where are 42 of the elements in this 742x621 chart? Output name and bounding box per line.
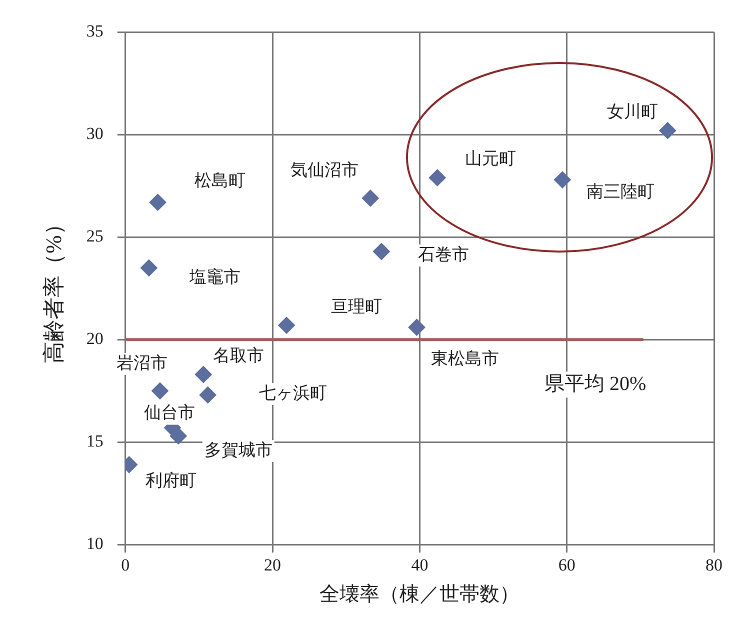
x-tick-label: 80	[706, 555, 722, 574]
point	[659, 122, 676, 140]
y-axis-title: 高齢者率（%）	[40, 213, 66, 364]
y-tick-label: 10	[86, 534, 104, 554]
annotation: 南三陸町	[586, 182, 654, 202]
x-axis-title: 全壊率（棟／世帯数）	[320, 583, 520, 606]
point	[199, 386, 216, 404]
annotation: 仙台市	[144, 403, 195, 422]
annotation: 多賀城市	[204, 440, 272, 460]
annotation: 石巻市	[418, 244, 469, 264]
point	[372, 243, 390, 260]
ref-line-label: 県平均 20%	[544, 372, 646, 395]
annotation: 塩竈市	[188, 267, 240, 286]
point	[149, 194, 166, 211]
annotation: 松島町	[194, 170, 246, 190]
annotation: 利府町	[146, 471, 197, 490]
y-tick-label: 20	[86, 329, 104, 348]
point	[151, 382, 168, 400]
annotation: 亘理町	[331, 296, 382, 316]
annotation: 山元町	[464, 149, 516, 168]
x-tick-label: 40	[411, 555, 428, 574]
annotation: 名取市	[212, 346, 264, 365]
annotation: 女川町	[607, 102, 658, 122]
point	[194, 366, 212, 383]
y-tick-label: 15	[86, 432, 104, 451]
y-tick-label: 30	[86, 124, 104, 144]
point	[408, 318, 426, 336]
point	[140, 259, 158, 276]
point	[554, 171, 571, 188]
x-tick-label: 60	[558, 555, 576, 574]
x-tick-label: 0	[121, 555, 130, 574]
annotation: 東松島市	[430, 348, 499, 368]
point	[362, 190, 379, 207]
point	[278, 316, 296, 334]
y-tick-label: 35	[86, 22, 104, 41]
point	[170, 427, 187, 444]
y-tick-label: 25	[86, 226, 104, 246]
x-tick-label: 20	[264, 555, 282, 574]
annotation: 岩沼市	[116, 353, 168, 372]
annotation: 気仙沼市	[290, 160, 358, 180]
point	[428, 169, 446, 186]
annotation: 七ヶ浜町	[258, 383, 327, 402]
